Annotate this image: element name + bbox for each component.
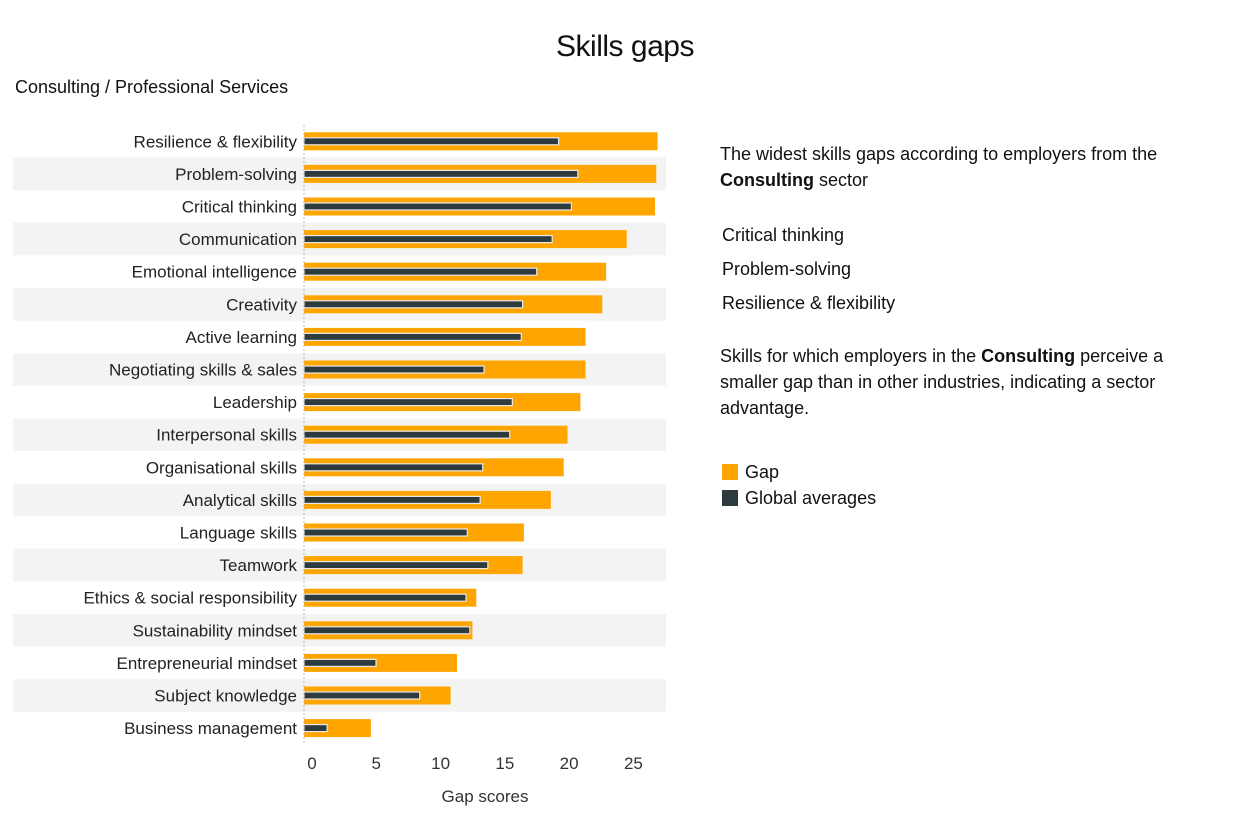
chart-legend: Gap Global averages (722, 459, 876, 511)
intro-suffix: sector (819, 170, 869, 190)
category-label: Resilience & flexibility (134, 132, 298, 151)
global-average-bar[interactable] (303, 300, 524, 309)
x-tick-label: 5 (372, 754, 381, 773)
x-tick-label: 25 (624, 754, 643, 773)
category-label: Ethics & social responsibility (83, 589, 297, 608)
category-label: Language skills (180, 524, 297, 543)
category-label: Communication (179, 230, 297, 249)
sector-advantage-text: Skills for which employers in the Consul… (720, 343, 1220, 421)
orange-square-icon (722, 464, 738, 480)
global-average-bar[interactable] (303, 528, 468, 537)
global-average-bar[interactable] (303, 561, 489, 570)
global-average-bar[interactable] (303, 365, 485, 374)
global-average-bar[interactable] (303, 234, 553, 244)
category-label: Leadership (213, 393, 297, 412)
global-average-bar[interactable] (303, 463, 484, 472)
category-label: Interpersonal skills (156, 426, 297, 445)
widest-gaps-intro: The widest skills gaps according to empl… (720, 141, 1220, 193)
category-label: Negotiating skills & sales (109, 361, 297, 380)
intro-prefix: The widest skills gaps according to empl… (720, 144, 1158, 164)
widest-gap-item: Critical thinking (722, 225, 845, 245)
x-tick-label: 20 (560, 754, 579, 773)
category-label: Business management (124, 719, 297, 738)
chart-title: Skills gaps (556, 30, 694, 63)
global-average-bar[interactable] (303, 626, 471, 635)
global-average-bar[interactable] (303, 332, 522, 341)
legend-label: Global averages (745, 487, 877, 508)
category-label: Subject knowledge (154, 687, 297, 706)
widest-gaps-list: Critical thinking Problem-solving Resili… (722, 222, 895, 324)
category-label: Problem-solving (175, 165, 297, 184)
skills-gap-chart: Resilience & flexibility Problem-solving C… (13, 125, 666, 806)
gap-bar[interactable] (304, 719, 371, 738)
legend-label: Gap (745, 461, 780, 482)
widest-gap-item: Resilience & flexibility (722, 293, 896, 313)
global-average-bar[interactable] (303, 723, 328, 733)
category-label: Emotional intelligence (132, 263, 297, 282)
x-tick-label: 15 (495, 754, 514, 773)
global-average-bar[interactable] (303, 202, 573, 211)
x-tick-label: 10 (431, 754, 450, 773)
adv-prefix: Skills for which employers in the (720, 346, 977, 366)
chart-subtitle: Consulting / Professional Services (15, 77, 289, 97)
category-label: Entrepreneurial mindset (117, 654, 298, 673)
global-average-bar[interactable] (303, 593, 467, 602)
legend-item-global[interactable]: Global averages (722, 485, 876, 511)
category-label: Teamwork (220, 556, 298, 575)
adv-sector: Consulting (981, 346, 1076, 366)
category-label: Sustainability mindset (133, 621, 298, 640)
global-average-bar[interactable] (303, 495, 481, 504)
category-label: Analytical skills (183, 491, 297, 510)
category-label: Critical thinking (182, 198, 297, 217)
global-average-bar[interactable] (303, 169, 579, 179)
global-average-bar[interactable] (303, 267, 538, 276)
global-average-bar[interactable] (303, 398, 513, 407)
widest-gap-item: Problem-solving (722, 259, 852, 279)
x-tick-label: 0 (307, 754, 316, 773)
x-axis-title: Gap scores (442, 787, 529, 806)
adv-suffix: perceive a smaller gap than in other ind… (720, 346, 1164, 418)
category-label: Organisational skills (146, 458, 297, 477)
category-label: Creativity (226, 295, 297, 314)
legend-item-gap[interactable]: Gap (722, 459, 876, 485)
global-average-bar[interactable] (303, 430, 511, 439)
global-average-bar[interactable] (303, 137, 560, 146)
dark-square-icon (722, 490, 738, 506)
global-average-bar[interactable] (303, 691, 421, 700)
category-label: Active learning (185, 328, 297, 347)
intro-sector: Consulting (720, 170, 814, 190)
global-average-bar[interactable] (303, 658, 377, 668)
gap-bar[interactable] (304, 653, 457, 672)
